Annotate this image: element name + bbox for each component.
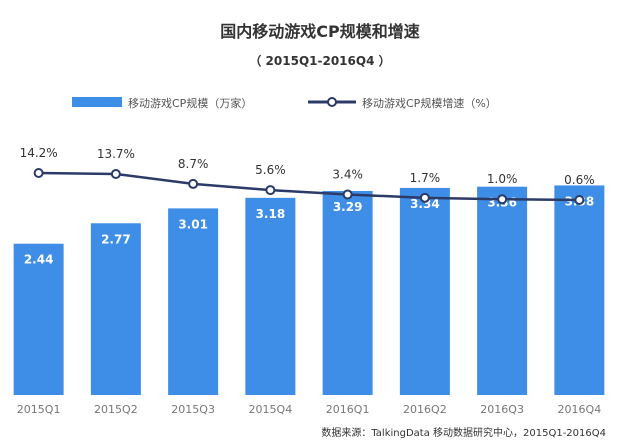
growth-value-label: 14.2% xyxy=(20,146,58,160)
bar-2016Q2 xyxy=(399,187,450,395)
growth-value-label: 13.7% xyxy=(97,147,135,161)
x-tick-label: 2016Q2 xyxy=(403,403,447,416)
x-tick-label: 2015Q4 xyxy=(249,403,293,416)
growth-point xyxy=(497,194,508,205)
x-tick-label: 2015Q3 xyxy=(171,403,215,416)
legend-bar-swatch xyxy=(72,97,122,107)
growth-value-label: 3.4% xyxy=(332,167,363,181)
growth-value-label: 1.7% xyxy=(410,171,441,185)
growth-point xyxy=(419,192,430,203)
x-tick-label: 2015Q2 xyxy=(94,403,138,416)
growth-value-label: 1.0% xyxy=(487,172,518,186)
growth-line xyxy=(38,171,580,202)
bar-2016Q3 xyxy=(477,186,528,395)
bar-value-label: 2.77 xyxy=(101,232,131,246)
chart-subtitle: （ 2015Q1-2016Q4 ） xyxy=(249,54,391,68)
x-tick-label: 2016Q3 xyxy=(480,403,524,416)
bar-2015Q4 xyxy=(245,197,296,395)
growth-point xyxy=(188,178,199,189)
growth-point xyxy=(33,168,44,178)
x-tick-label: 2016Q4 xyxy=(558,403,602,416)
source-note: 数据来源：TalkingData 移动数据研究中心，2015Q1-2016Q4 xyxy=(321,426,606,439)
bar-value-label: 3.29 xyxy=(333,200,363,214)
growth-value-label: 5.6% xyxy=(255,163,286,177)
x-tick-label: 2015Q1 xyxy=(17,403,61,416)
growth-value-label: 8.7% xyxy=(178,157,209,171)
growth-point xyxy=(110,168,121,179)
bar-2016Q4 xyxy=(554,185,605,395)
bar-2015Q2 xyxy=(90,223,141,395)
legend: 移动游戏CP规模（万家） 移动游戏CP规模增速（%） xyxy=(72,96,497,110)
bar-value-label: 2.44 xyxy=(24,253,54,267)
bar-2016Q1 xyxy=(322,191,373,395)
growth-value-label: 0.6% xyxy=(564,173,595,187)
x-tick-label: 2016Q1 xyxy=(326,403,370,416)
growth-point xyxy=(574,195,585,205)
growth-point xyxy=(265,185,276,196)
bar-value-label: 3.18 xyxy=(256,207,286,221)
legend-line-marker xyxy=(327,97,337,107)
chart-title: 国内移动游戏CP规模和增速 xyxy=(220,22,420,41)
legend-line-label: 移动游戏CP规模增速（%） xyxy=(362,96,497,110)
bar-value-label: 3.01 xyxy=(178,217,208,231)
bar-2015Q1 xyxy=(13,243,64,395)
plot-area: 2.442.773.013.183.293.343.363.382015Q120… xyxy=(13,146,605,416)
growth-point xyxy=(342,189,353,200)
legend-bar-label: 移动游戏CP规模（万家） xyxy=(128,96,252,110)
bar-2015Q3 xyxy=(168,208,219,395)
bar-value-label: 3.34 xyxy=(410,197,440,211)
